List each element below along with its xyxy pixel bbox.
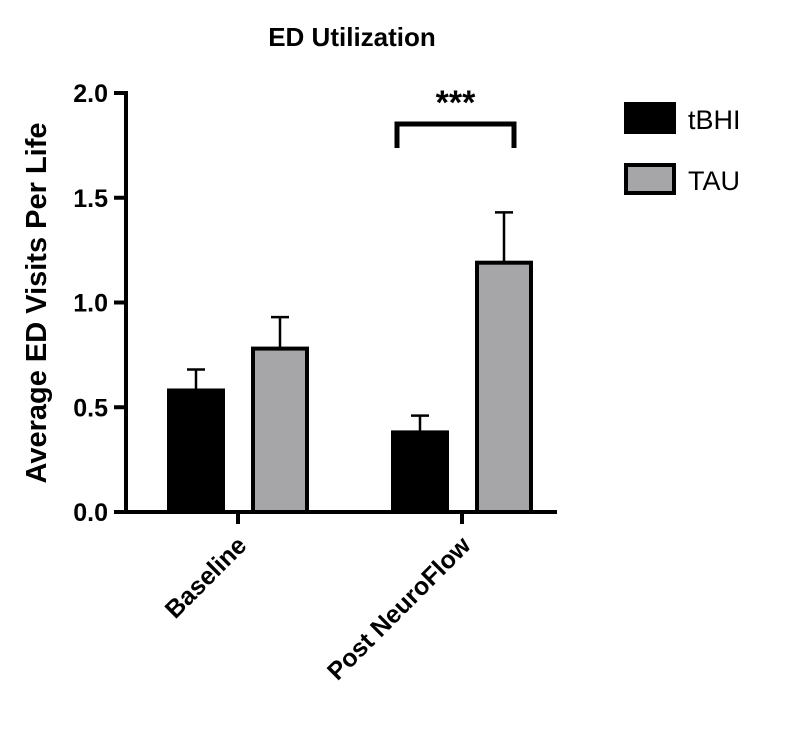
significance-label: *** bbox=[436, 84, 476, 122]
legend-label-tbhi: tBHI bbox=[688, 105, 741, 135]
y-tick-label: 1.0 bbox=[73, 290, 108, 318]
bar-tbhi-0 bbox=[167, 388, 225, 514]
bar-tau-1 bbox=[475, 260, 533, 514]
plot-area: 0.0 0.5 1.0 1.5 2.0 Baseline Post NeuroFlow *** bbox=[73, 80, 557, 686]
y-axis-label: Average ED Visits Per Life bbox=[21, 122, 53, 483]
legend-label-tau: TAU bbox=[688, 166, 740, 196]
legend-swatch-tau bbox=[624, 163, 676, 195]
chart-title: ED Utilization bbox=[268, 22, 436, 52]
y-tick-label: 1.5 bbox=[73, 185, 108, 213]
legend-swatch-tbhi bbox=[624, 102, 676, 134]
bar-tbhi-1 bbox=[391, 430, 449, 515]
significance-bracket bbox=[394, 121, 517, 148]
y-tick-label: 0.5 bbox=[73, 394, 108, 422]
legend: tBHI TAU bbox=[624, 102, 741, 196]
y-tick-label: 0.0 bbox=[73, 499, 108, 527]
bar-tau-0 bbox=[251, 346, 309, 514]
x-tick-label: Baseline bbox=[160, 531, 253, 624]
x-tick-label: Post NeuroFlow bbox=[322, 531, 477, 686]
y-tick-label: 2.0 bbox=[73, 80, 108, 108]
